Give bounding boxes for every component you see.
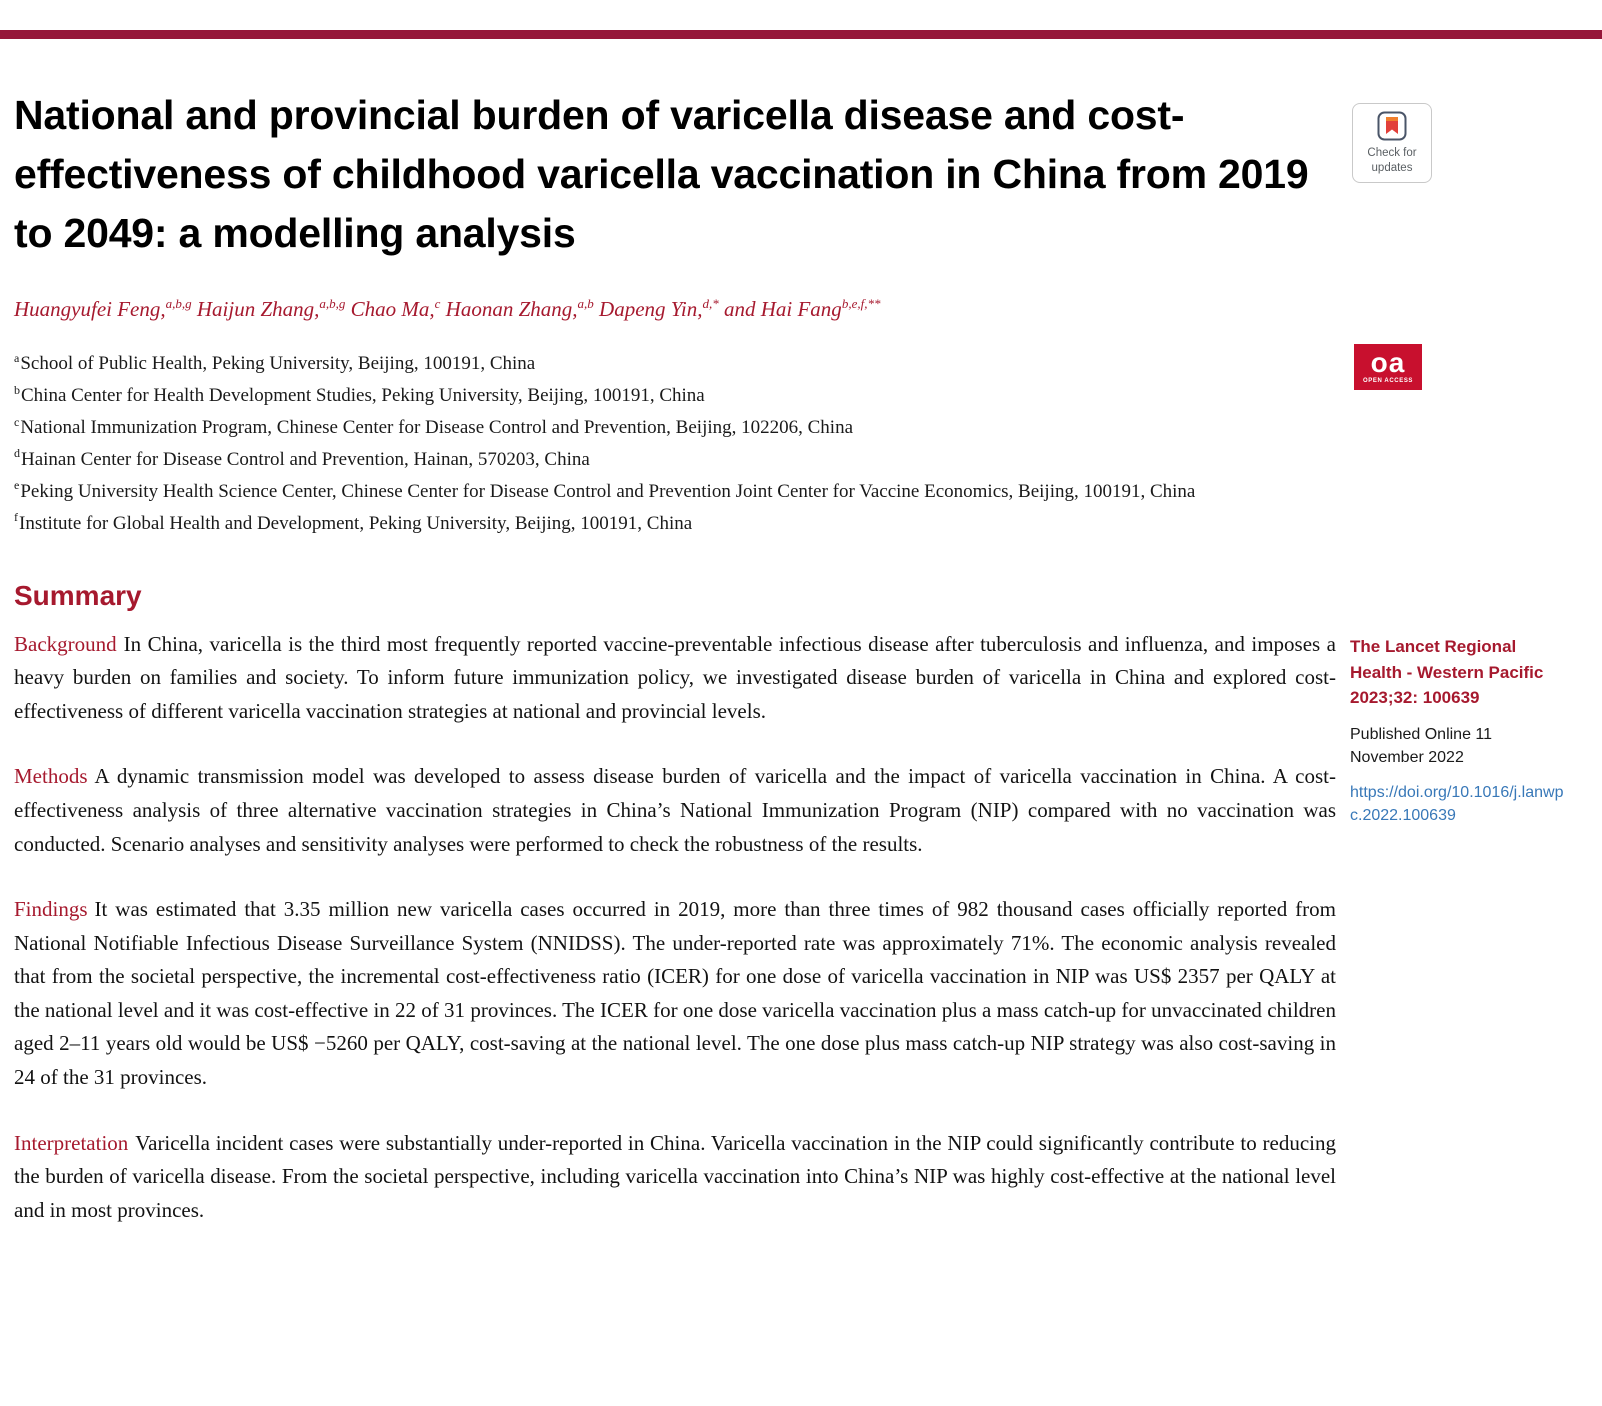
affiliation-sup: f	[14, 510, 18, 525]
author-list: Huangyufei Feng,a,b,g Haijun Zhang,a,b,g…	[14, 297, 1336, 322]
summary-paragraph-interpretation: Interpretation Varicella incident cases w…	[14, 1127, 1336, 1228]
section-label-background: Background	[14, 631, 117, 656]
author-name: Huangyufei Feng,	[14, 297, 166, 322]
affiliations: aSchool of Public Health, Peking Univers…	[14, 348, 1336, 539]
published-date: Published Online 11 November 2022	[1350, 725, 1493, 766]
affiliation-line: aSchool of Public Health, Peking Univers…	[14, 348, 1336, 380]
affiliation-sup: d	[14, 446, 20, 461]
author-affiliation-sup: a,b,g	[319, 296, 346, 312]
author: Chao Ma,c	[351, 297, 441, 321]
summary-paragraph-background: Background In China, varicella is the thi…	[14, 628, 1336, 729]
summary-paragraph-methods: Methods A dynamic transmission model was …	[14, 760, 1336, 861]
section-text-findings: It was estimated that 3.35 million new v…	[14, 897, 1336, 1090]
summary-paragraph-findings: Findings It was estimated that 3.35 milli…	[14, 893, 1336, 1095]
section-label-interpretation: Interpretation	[14, 1130, 129, 1155]
oa-logo-text: oa	[1370, 346, 1406, 378]
article-title: National and provincial burden of varice…	[14, 92, 1309, 257]
open-access-badge: oa OPEN ACCESS	[1354, 344, 1422, 390]
journal-rule	[0, 30, 1602, 39]
summary-heading: Summary	[14, 579, 142, 611]
author: Dapeng Yin,d,*	[599, 297, 719, 321]
author: and Hai Fangb,e,f,**	[724, 297, 880, 321]
author-name: and Hai Fang	[723, 297, 842, 322]
affiliation-text: School of Public Health, Peking Universi…	[20, 353, 536, 375]
author: Haonan Zhang,a,b	[446, 297, 594, 321]
affiliation-sup: a	[14, 350, 20, 365]
affiliation-sup: e	[14, 478, 20, 493]
section-text-interpretation: Varicella incident cases were substantia…	[14, 1130, 1336, 1222]
author-affiliation-sup: b,e,f,**	[841, 296, 881, 312]
affiliation-text: China Center for Health Development Stud…	[21, 385, 705, 406]
affiliation-text: National Immunization Program, Chinese C…	[20, 416, 854, 438]
journal-citation: The Lancet Regional Health - Western Pac…	[1350, 637, 1544, 707]
author-affiliation-sup: a,b	[577, 296, 594, 312]
crossmark-icon	[1377, 111, 1407, 141]
author-name: Haijun Zhang,	[196, 297, 320, 322]
affiliation-line: ePeking University Health Science Center…	[14, 476, 1336, 508]
check-for-updates-badge[interactable]: Check for updates	[1352, 103, 1432, 183]
section-text-methods: A dynamic transmission model was develop…	[14, 764, 1336, 856]
check-for-updates-label: Check for updates	[1367, 147, 1417, 174]
doi-link[interactable]: https://doi.org/10.1016/j.lanwpc.2022.10…	[1350, 783, 1564, 825]
sidebar: The Lancet Regional Health - Western Pac…	[1350, 634, 1564, 827]
affiliation-line: cNational Immunization Program, Chinese …	[14, 412, 1336, 444]
section-label-methods: Methods	[14, 764, 88, 789]
author: Huangyufei Feng,a,b,g	[14, 297, 192, 321]
main-column: National and provincial burden of varice…	[14, 86, 1336, 1227]
author-affiliation-sup: a,b,g	[165, 296, 192, 312]
affiliation-text: Institute for Global Health and Developm…	[19, 512, 693, 534]
affiliation-text: Hainan Center for Disease Control and Pr…	[21, 448, 590, 470]
affiliation-line: bChina Center for Health Development Stu…	[14, 380, 1336, 412]
author: Haijun Zhang,a,b,g	[197, 297, 346, 321]
author-affiliation-sup: d,*	[702, 296, 719, 312]
affiliation-line: dHainan Center for Disease Control and P…	[14, 444, 1336, 476]
affiliation-text: Peking University Health Science Center,…	[20, 480, 1196, 502]
section-text-background: In China, varicella is the third most fr…	[14, 631, 1336, 723]
author-name: Chao Ma,	[350, 297, 435, 322]
affiliation-sup: b	[14, 382, 20, 397]
author-name: Haonan Zhang,	[445, 297, 578, 322]
open-access-label: OPEN ACCESS	[1362, 378, 1414, 385]
section-label-findings: Findings	[14, 897, 88, 922]
author-affiliation-sup: c	[434, 296, 441, 312]
affiliation-line: fInstitute for Global Health and Develop…	[14, 508, 1336, 540]
affiliation-sup: c	[14, 414, 20, 429]
author-name: Dapeng Yin,	[599, 297, 703, 322]
